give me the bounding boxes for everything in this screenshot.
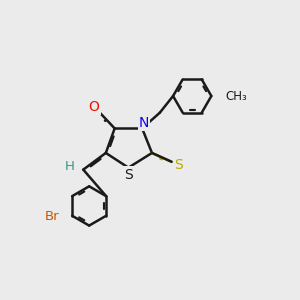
Text: Br: Br xyxy=(45,210,59,223)
Text: S: S xyxy=(174,158,183,172)
Text: H: H xyxy=(64,160,74,173)
Text: CH₃: CH₃ xyxy=(225,89,247,103)
Text: N: N xyxy=(139,116,149,130)
Text: S: S xyxy=(124,167,133,182)
Text: O: O xyxy=(88,100,100,114)
